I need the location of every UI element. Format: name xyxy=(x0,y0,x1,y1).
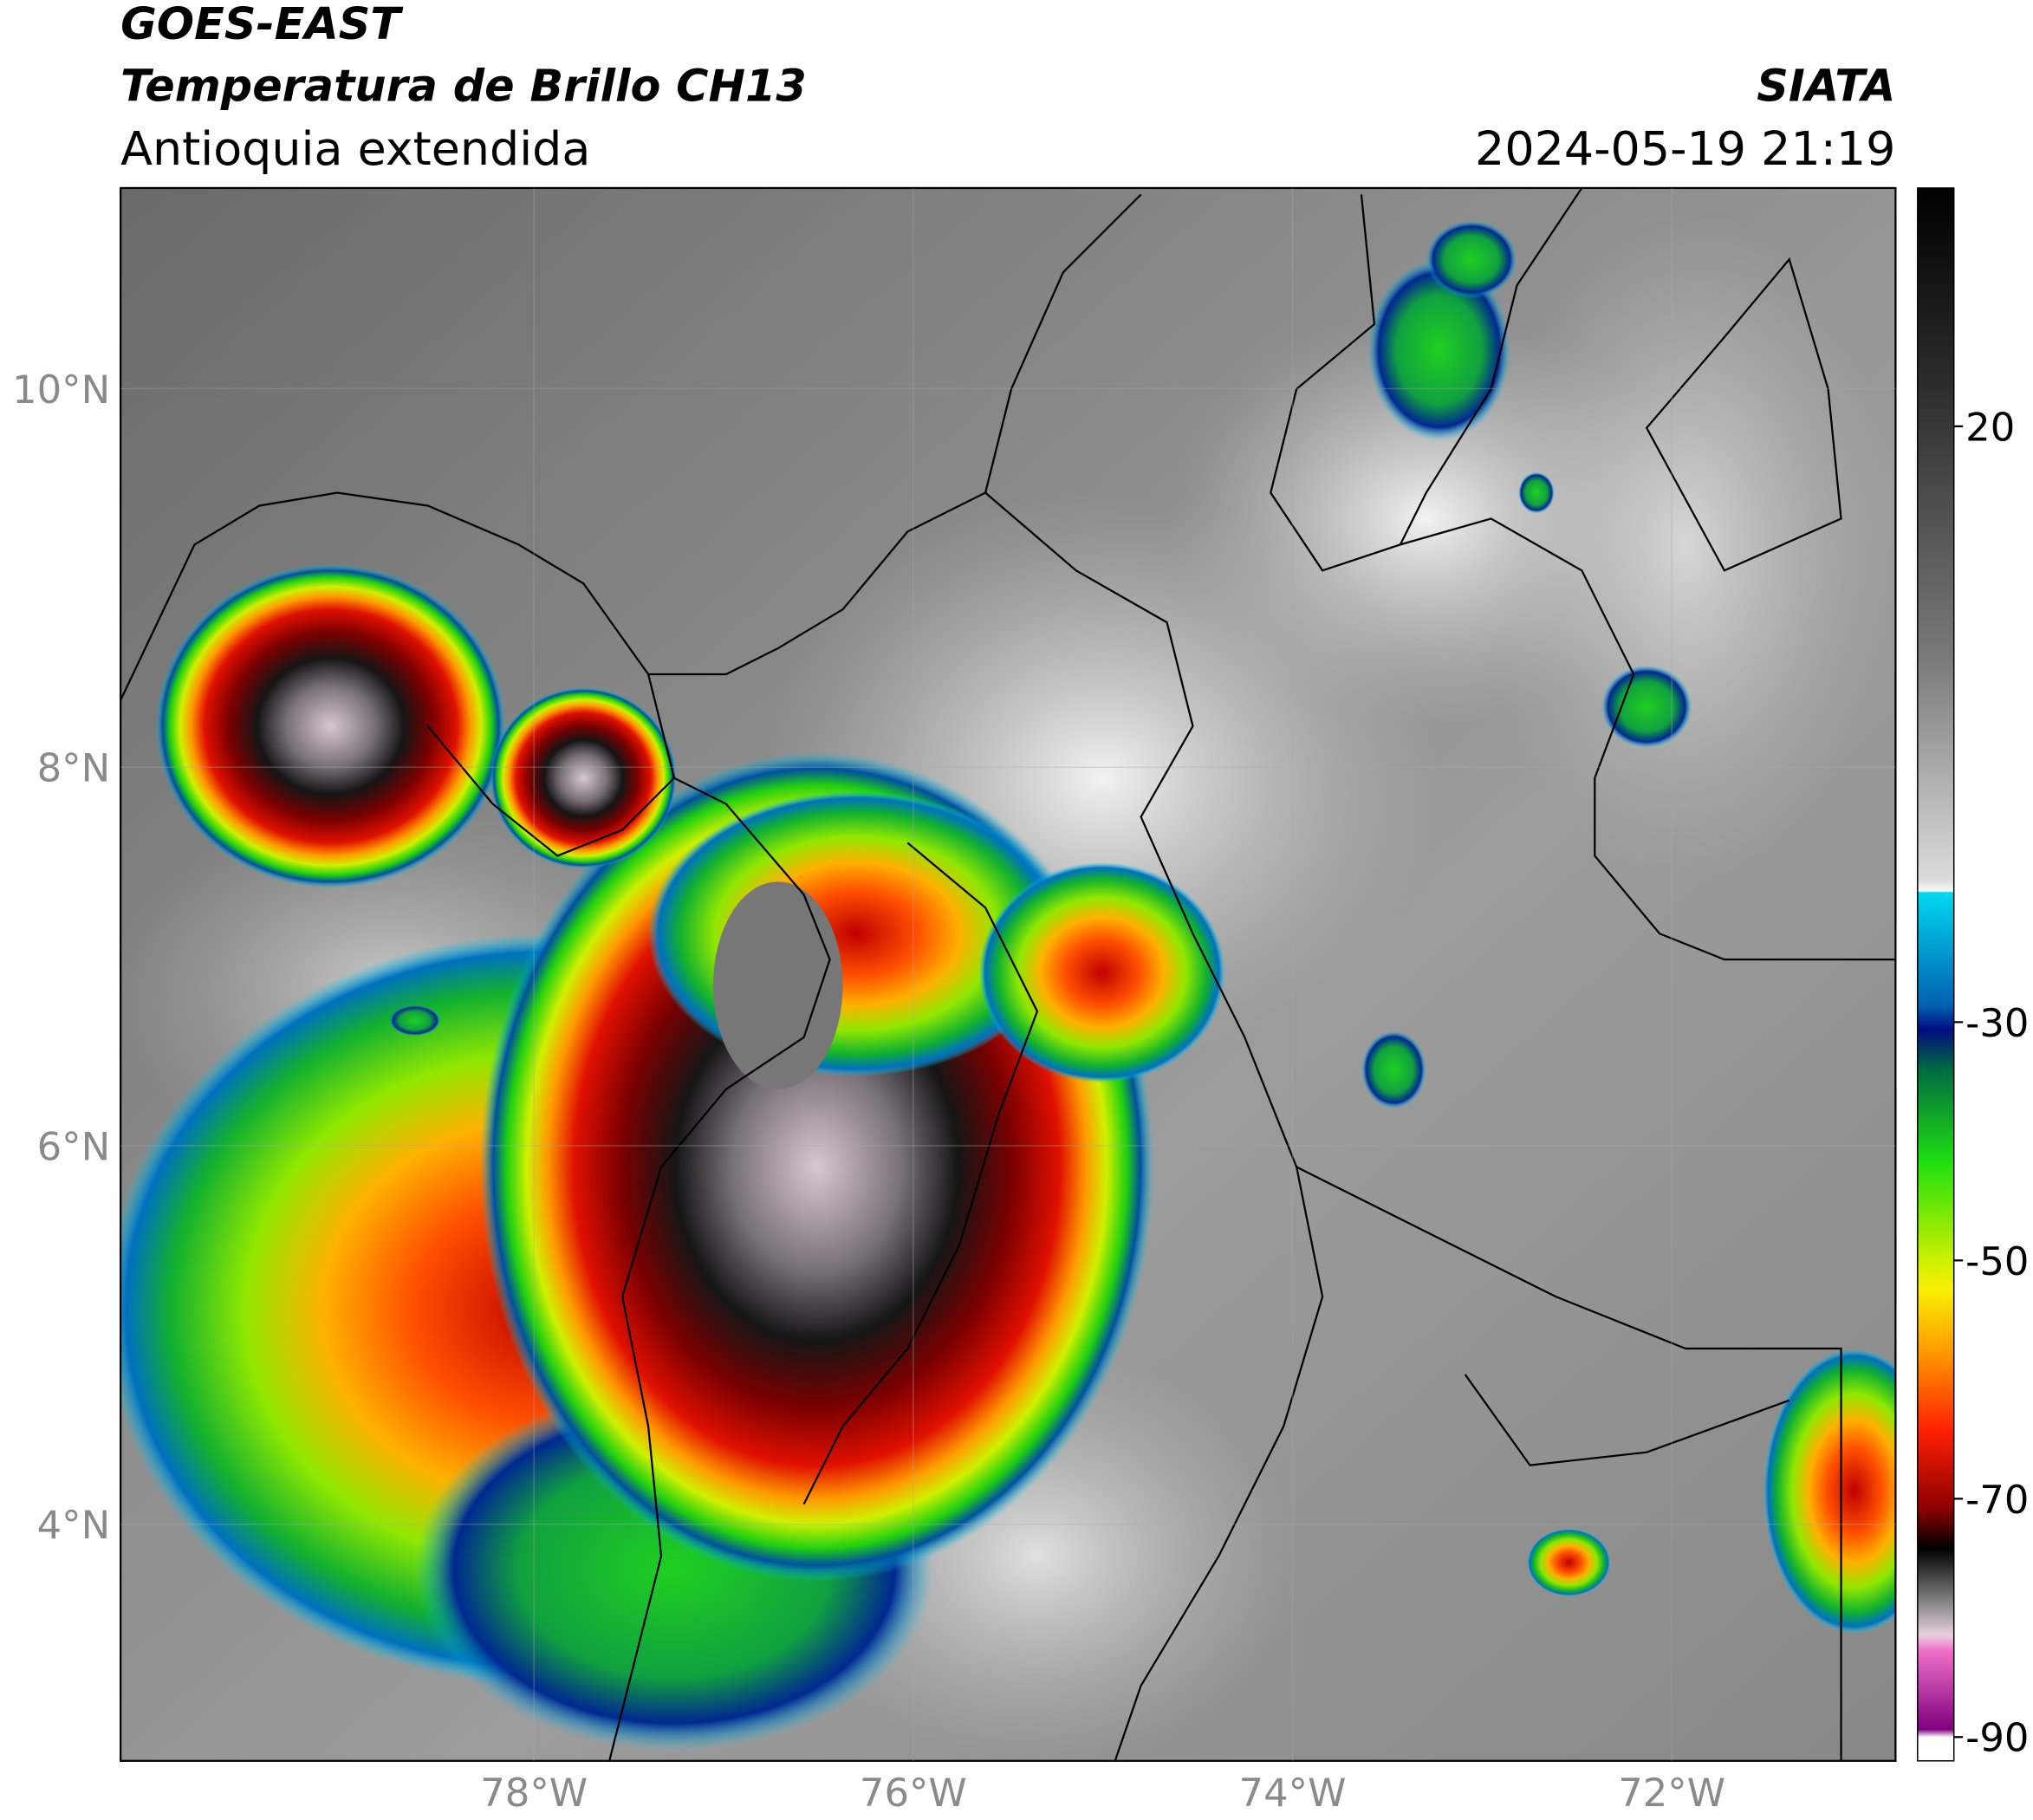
x-tick-label: 74°W xyxy=(1239,1770,1347,1816)
y-tick-label: 10°N xyxy=(12,367,110,413)
datetime: 2024-05-19 21:19 xyxy=(1475,121,1895,176)
region: Antioquia extendida xyxy=(120,121,590,176)
agency: SIATA xyxy=(1757,61,1895,112)
colorbar-tick-label: -50 xyxy=(1965,1238,2029,1284)
y-tick-label: 6°N xyxy=(37,1123,111,1169)
y-tick-label: 8°N xyxy=(37,745,111,791)
colorbar xyxy=(1917,187,1955,1762)
colorbar-tick-label: 20 xyxy=(1965,404,2015,450)
x-tick-label: 72°W xyxy=(1618,1770,1725,1816)
map-frame xyxy=(120,186,1897,1762)
colorbar-tick-label: -90 xyxy=(1965,1715,2029,1761)
satellite-image xyxy=(120,187,1896,1761)
title-line1: GOES-EAST xyxy=(120,0,404,49)
y-tick-label: 4°N xyxy=(37,1502,111,1548)
colorbar-tick-label: -30 xyxy=(1965,1000,2029,1046)
x-tick-label: 76°W xyxy=(860,1770,967,1816)
title-line2: Temperatura de Brillo CH13 xyxy=(120,61,807,112)
colorbar-tick-label: -70 xyxy=(1965,1477,2029,1523)
x-tick-label: 78°W xyxy=(480,1770,588,1816)
